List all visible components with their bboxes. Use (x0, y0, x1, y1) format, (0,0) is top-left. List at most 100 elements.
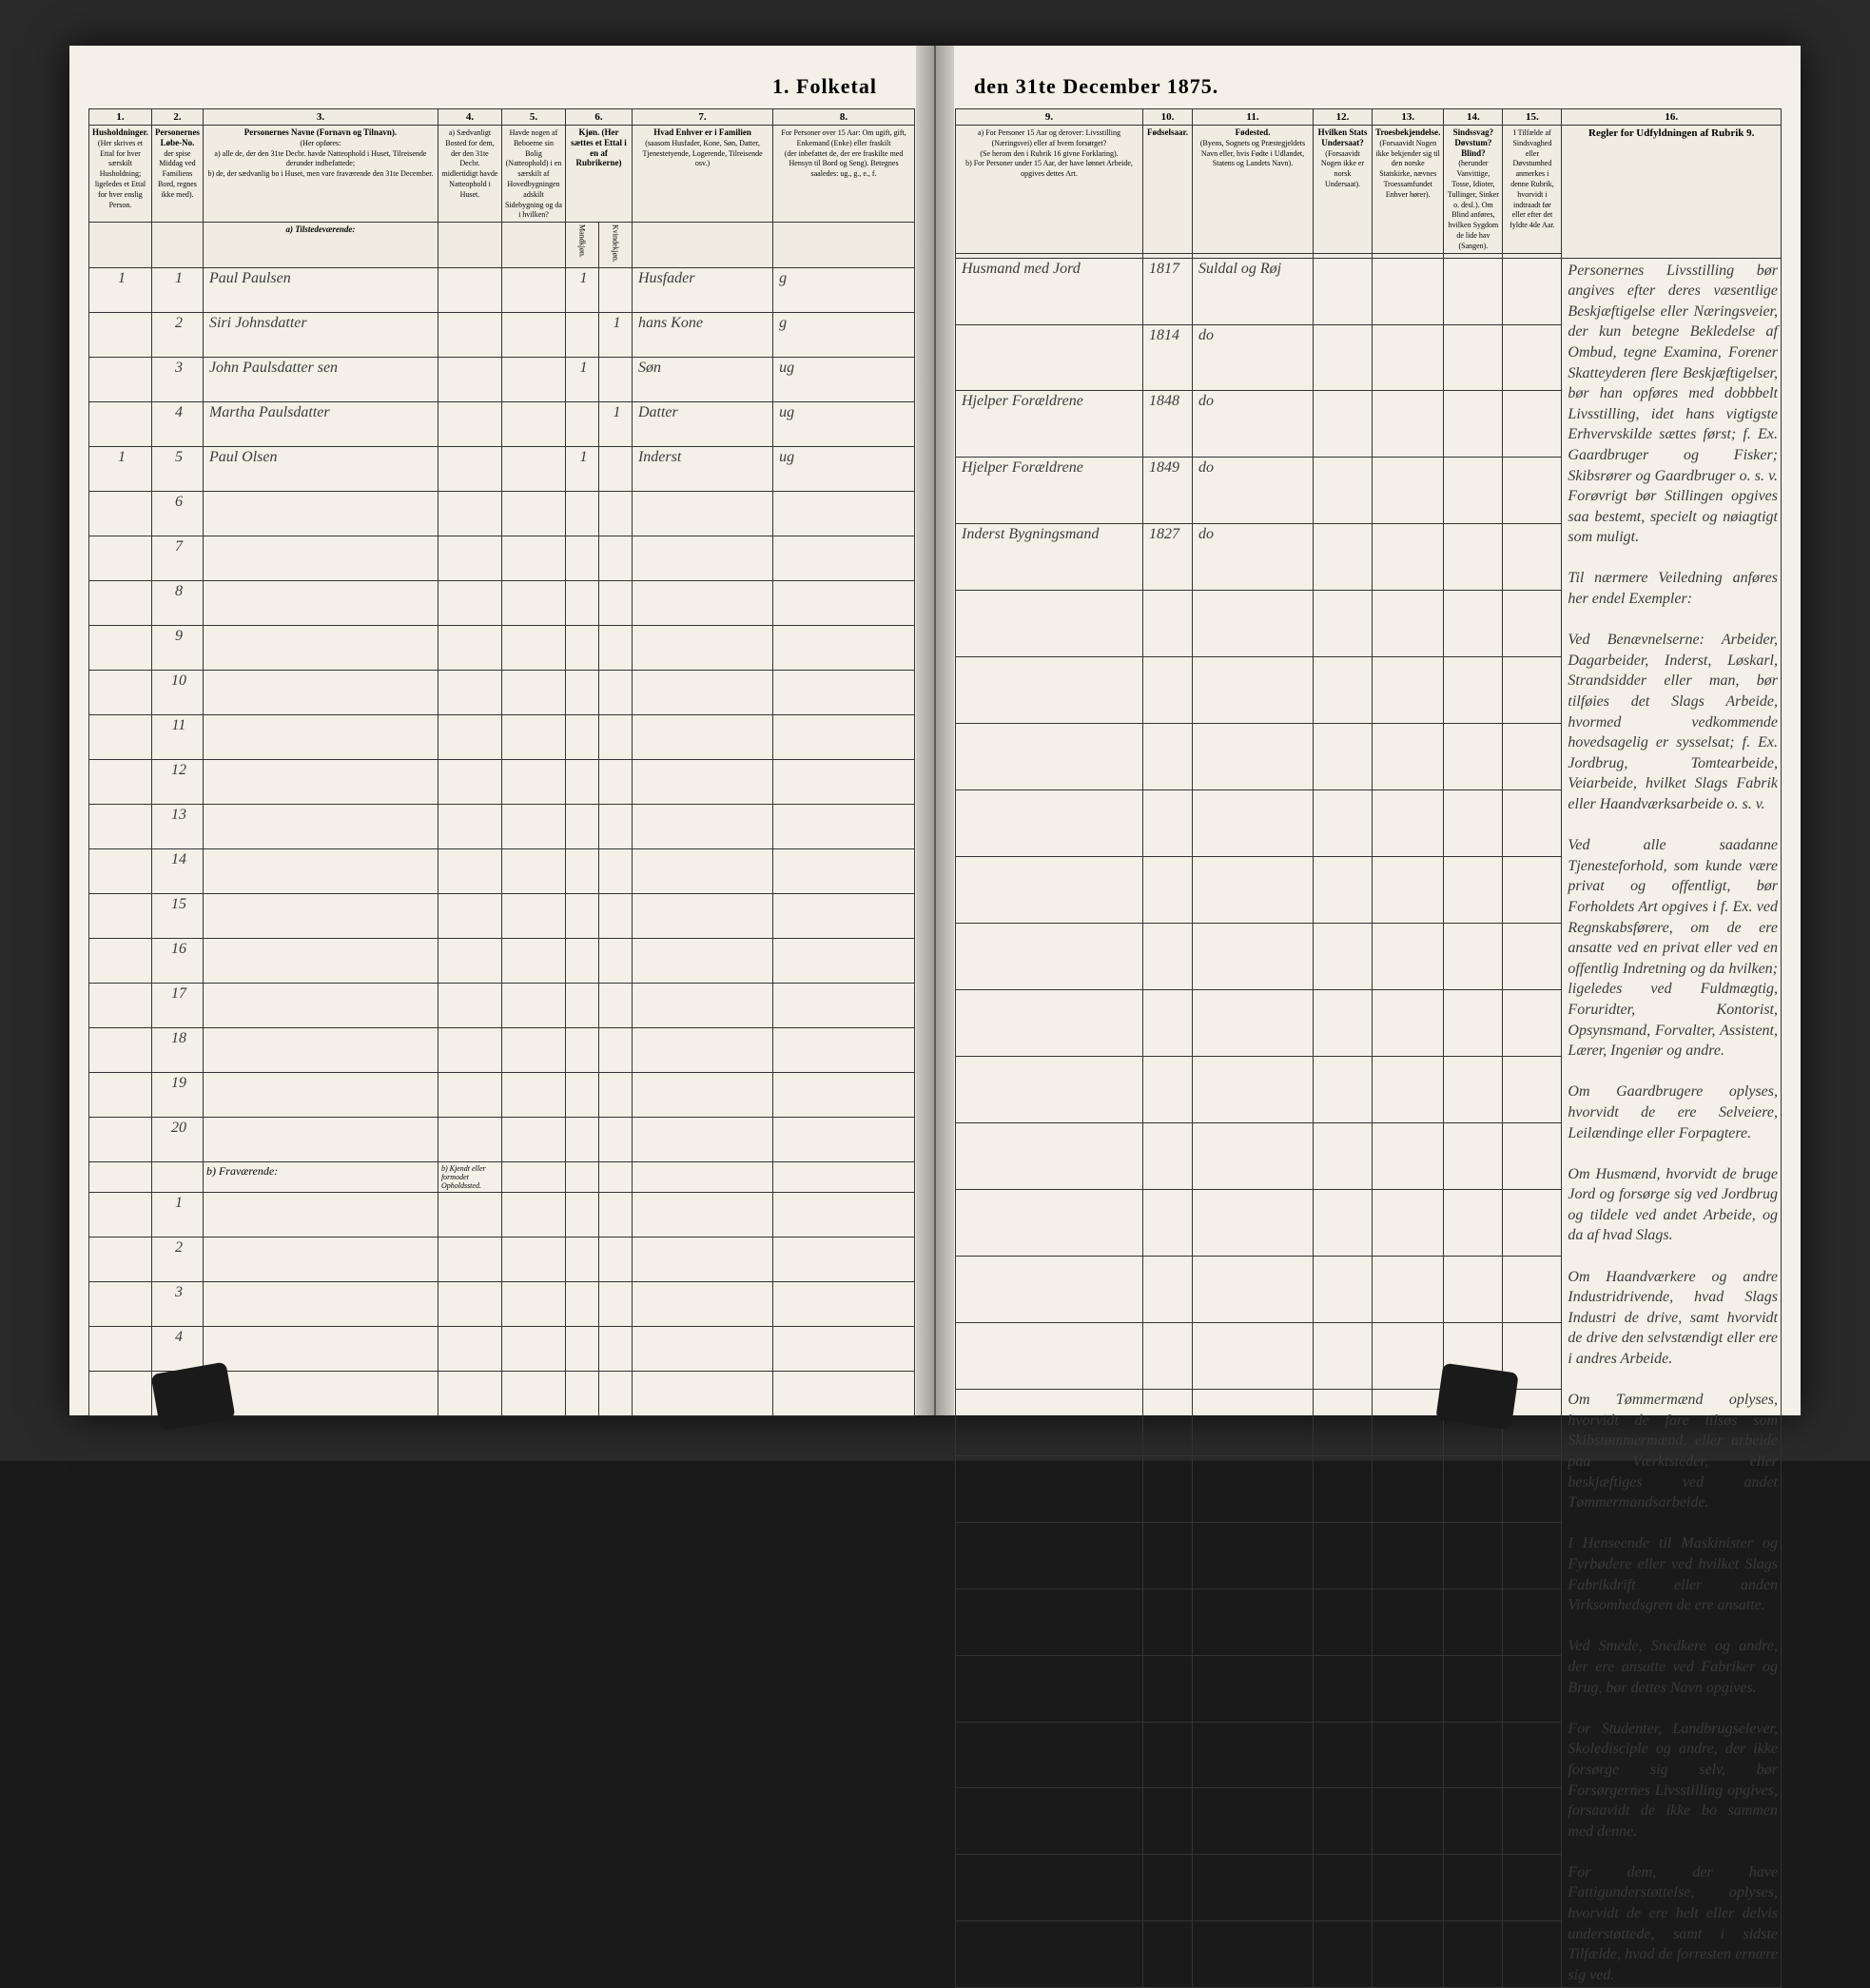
cell (1314, 924, 1373, 990)
cell: 4 (151, 401, 203, 446)
h2: Personernes Løbe-No.der spise Middag ved… (151, 126, 203, 223)
h8: For Personer over 15 Aar: Om ugift, gift… (773, 126, 915, 223)
cell (89, 983, 152, 1027)
cell: Datter (632, 401, 772, 446)
cell (956, 324, 1143, 391)
cell (632, 536, 772, 580)
cell (773, 759, 915, 804)
cell (1314, 1855, 1373, 1921)
cell (1503, 990, 1562, 1057)
cell (1503, 1122, 1562, 1189)
cell: Paul Olsen (203, 446, 438, 491)
cell (1143, 790, 1193, 857)
cell (1503, 1788, 1562, 1855)
cell (1193, 1389, 1314, 1455)
cell: Paul Paulsen (203, 267, 438, 312)
cell (1193, 1522, 1314, 1588)
cell (565, 580, 598, 625)
cell (1373, 790, 1444, 857)
table-row: 6 (89, 491, 915, 536)
cell (956, 1655, 1143, 1722)
subheader-row: a) Tilstedeværende: Mandkjøn. Kvindekjøn… (89, 223, 915, 268)
cell (203, 714, 438, 759)
cell (203, 491, 438, 536)
cell (1143, 1389, 1193, 1455)
cell (501, 401, 565, 446)
cell: 12 (151, 759, 203, 804)
cell (956, 790, 1143, 857)
cell (1503, 1256, 1562, 1322)
cell (565, 848, 598, 893)
table-row: 9 (89, 625, 915, 670)
cell (632, 491, 772, 536)
cell (773, 670, 915, 714)
cell: 19 (151, 1072, 203, 1117)
cell (632, 1371, 772, 1415)
cell (89, 848, 152, 893)
cell (438, 446, 501, 491)
cell (1314, 258, 1373, 324)
cell (1314, 1189, 1373, 1256)
cell (203, 1027, 438, 1072)
cell (773, 491, 915, 536)
cell (1444, 724, 1503, 790)
cell: Hjelper Forældrene (956, 458, 1143, 524)
page-spread: 1. Folketal 1. 2. 3. 4. 5. 6. 7. 8. Hush… (0, 0, 1870, 1461)
cell (438, 848, 501, 893)
cell (1503, 724, 1562, 790)
h8-t: For Personer over 15 Aar: Om ugift, gift… (781, 128, 906, 147)
cell (598, 1237, 632, 1281)
cell (203, 1237, 438, 1281)
cell (1143, 1189, 1193, 1256)
cell (203, 580, 438, 625)
cell (1503, 1189, 1562, 1256)
cell (956, 1788, 1143, 1855)
sh6a: Mandkjøn. (565, 223, 598, 268)
table-row: 20 (89, 1117, 915, 1161)
cell: Hjelper Forældrene (956, 391, 1143, 458)
cell (1444, 458, 1503, 524)
cell: 16 (151, 938, 203, 983)
h10: Fødselsaar. (1143, 126, 1193, 254)
h14-d: (herunder Vanvittige, Tosse, Idioter, Tu… (1448, 159, 1499, 249)
cell (89, 401, 152, 446)
cell: do (1193, 524, 1314, 591)
cell (565, 536, 598, 580)
cell (1373, 1389, 1444, 1455)
cell: 11 (151, 714, 203, 759)
cell (501, 848, 565, 893)
h7-d: (saasom Husfader, Kone, Søn, Datter, Tje… (642, 139, 762, 168)
cell (773, 714, 915, 759)
cell (1444, 1189, 1503, 1256)
cell (89, 1192, 152, 1237)
cell (1193, 1455, 1314, 1522)
cell (1314, 1522, 1373, 1588)
cell (89, 491, 152, 536)
table-row: 7 (89, 536, 915, 580)
h3-d: (Her opføres: a) alle de, der den 31te D… (207, 139, 433, 178)
cell (203, 670, 438, 714)
table-row: 3 (89, 1281, 915, 1326)
cell (565, 804, 598, 848)
cell (203, 536, 438, 580)
cell (89, 1161, 152, 1192)
h6: Kjøn. (Her sættes et Ettal i en af Rubri… (565, 126, 632, 223)
cell (1503, 1855, 1562, 1921)
cell (501, 446, 565, 491)
table-row: 1 (89, 1192, 915, 1237)
cell (203, 1117, 438, 1161)
cell (1373, 857, 1444, 924)
cell (438, 1072, 501, 1117)
cell (956, 990, 1143, 1057)
table-row: 10 (89, 670, 915, 714)
cell (598, 670, 632, 714)
cell (598, 1192, 632, 1237)
cell (773, 804, 915, 848)
cell (1444, 1655, 1503, 1722)
h6-t: Kjøn. (Her sættes et Ettal i en af Rubri… (571, 127, 627, 167)
coln-2: 2. (151, 109, 203, 126)
cell (438, 536, 501, 580)
col-number-row-r: 9. 10. 11. 12. 13. 14. 15. 16. (956, 109, 1782, 126)
table-row: 12 (89, 759, 915, 804)
h13: Troesbekjendelse.(Forsaavidt Nogen ikke … (1373, 126, 1444, 254)
